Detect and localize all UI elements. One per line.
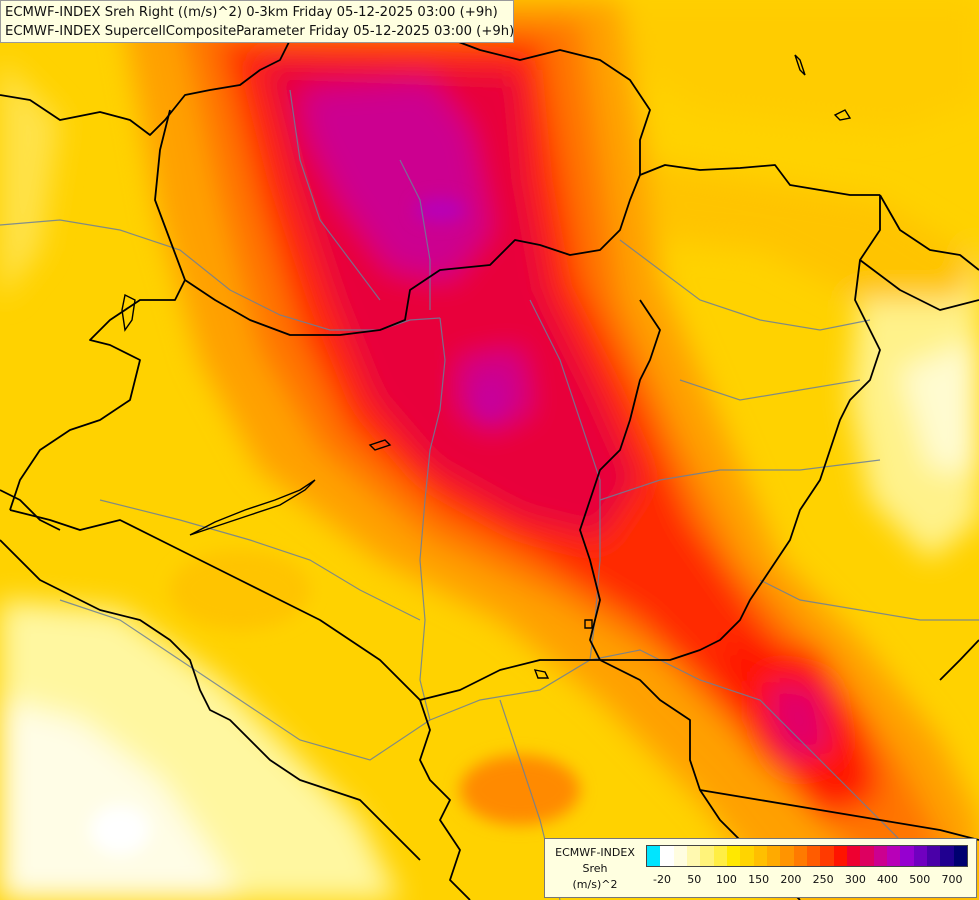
field-magenta-north [300, 80, 490, 280]
legend-tick-label: 150 [748, 873, 770, 886]
legend-swatch [740, 846, 754, 866]
legend-swatch [793, 846, 807, 866]
border-ua-east [879, 194, 979, 271]
field-mid-east [640, 160, 979, 300]
border-at-cz [0, 0, 291, 136]
field-details [90, 198, 580, 855]
legend-swatch [673, 846, 687, 866]
border-hu-at [9, 279, 186, 511]
legend-tick-label: 700 [941, 873, 963, 886]
river-danube-lower [429, 649, 901, 841]
border-ro-ua-md [600, 195, 881, 661]
legend-tick-label: 300 [844, 873, 866, 886]
legend-variable: Sreh [582, 862, 608, 875]
legend-swatch [780, 846, 794, 866]
field-spot-south [460, 755, 580, 825]
field-low-west [0, 60, 60, 300]
field-spot-southwest [90, 805, 150, 855]
lake-small-northeast [833, 109, 852, 121]
field-spot-center [476, 382, 504, 418]
legend-swatch [660, 846, 674, 866]
field-spot-north [415, 198, 465, 222]
legend-swatch [900, 846, 914, 866]
lake-balaton [189, 479, 316, 536]
border-ro-ua-south [939, 639, 979, 681]
legend-tick-label: 250 [812, 873, 834, 886]
legend-swatch [846, 846, 861, 866]
legend-tick-label: 400 [877, 873, 899, 886]
lake-small-center [533, 669, 550, 679]
river-tisza-upper [619, 239, 871, 331]
legend-swatch [726, 846, 741, 866]
legend-swatch [913, 846, 927, 866]
legend-swatch [940, 846, 954, 866]
legend-color-bar [646, 845, 968, 867]
legend-ticks: -20 50 100 150 200 250 300 400 500 700 [646, 873, 968, 889]
border-hu-hr-rs [9, 509, 471, 900]
legend-swatch [833, 846, 847, 866]
border-sk-hu [154, 109, 880, 336]
border-ba-hr [0, 539, 421, 861]
legend-tick-label: 100 [715, 873, 737, 886]
river-olt [759, 579, 979, 621]
border-ro-md [859, 259, 979, 311]
river-sava [59, 599, 431, 761]
color-legend: ECMWF-INDEX Sreh (m/s)^2 -20 50 100 150 200 2… [544, 838, 977, 898]
field-mid-northeast [600, 0, 979, 130]
legend-swatch [686, 846, 701, 866]
lake-small-south [584, 619, 593, 629]
legend-tick-label: 500 [909, 873, 931, 886]
river-drava [99, 499, 421, 621]
legend-tick-label: -20 [653, 873, 671, 886]
legend-swatch [860, 846, 874, 866]
legend-swatch [753, 846, 767, 866]
border-hr-si [0, 489, 61, 531]
legend-swatch [953, 846, 967, 866]
lake-small-north [794, 54, 806, 76]
river-mures [599, 459, 881, 501]
river-somes [679, 379, 861, 401]
border-ro-bg-danube [699, 789, 979, 841]
lakes [121, 54, 852, 679]
legend-swatch [926, 846, 941, 866]
field-lowest-southwest [0, 700, 240, 900]
lake-neusiedl [121, 293, 136, 332]
map-title-line-1: ECMWF-INDEX Sreh Right ((m/s)^2) 0-3km F… [5, 5, 498, 20]
river-hron [399, 159, 431, 310]
lake-velence [368, 439, 392, 451]
legend-swatch [647, 846, 661, 866]
field-lowest-east [900, 340, 979, 470]
legend-unit: (m/s)^2 [572, 878, 618, 891]
legend-swatch [886, 846, 901, 866]
legend-swatch [713, 846, 727, 866]
field-southeast-max [770, 680, 830, 760]
river-vah [289, 89, 381, 301]
legend-swatch [700, 846, 714, 866]
river-danube-middle [419, 317, 446, 721]
field-spot-west [170, 550, 310, 630]
legend-tick-label: 200 [780, 873, 802, 886]
map-title-line-2: ECMWF-INDEX SupercellCompositeParameter … [5, 24, 515, 39]
legend-swatch [820, 846, 834, 866]
legend-swatch [806, 846, 821, 866]
legend-swatch [766, 846, 781, 866]
legend-title: ECMWF-INDEX [555, 846, 635, 859]
map-title-box: ECMWF-INDEX Sreh Right ((m/s)^2) 0-3km F… [0, 0, 514, 43]
legend-tick-label: 50 [687, 873, 702, 886]
legend-swatch [873, 846, 887, 866]
river-danube-upper [0, 219, 441, 331]
border-hu-ro [579, 299, 661, 661]
